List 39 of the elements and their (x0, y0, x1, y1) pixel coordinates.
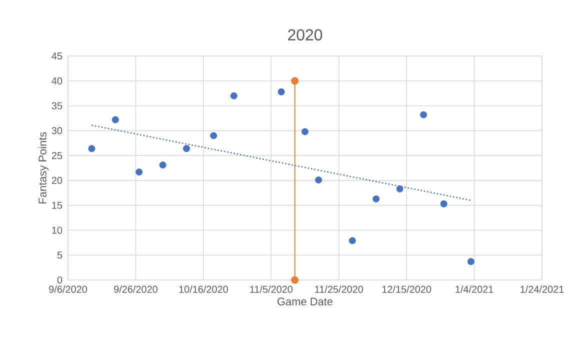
x-tick-label: 11/25/2020 (315, 286, 364, 293)
point (291, 276, 299, 284)
y-tick-label: 30 (52, 127, 62, 134)
point (302, 128, 308, 136)
point (420, 111, 427, 118)
x-tick-label: 11/5/2020 (250, 286, 293, 293)
point (291, 77, 299, 85)
x-tick-label: 1/24/2021 (520, 286, 564, 293)
x-tick-label: 12/15/2020 (382, 286, 432, 293)
y-axis-title: Fantasy Points (38, 132, 49, 204)
y-tick-label: 45 (52, 52, 62, 60)
x-tick-label: 9/6/2020 (49, 286, 88, 293)
point (440, 200, 448, 208)
point (136, 168, 143, 176)
point (159, 162, 166, 168)
point (112, 116, 119, 124)
y-tick-label: 15 (52, 202, 62, 209)
chart-title: 2020 (288, 29, 322, 41)
point (88, 145, 96, 152)
y-tick-label: 20 (52, 176, 62, 184)
x-tick-label: 1/4/2021 (456, 286, 494, 293)
point (210, 132, 218, 140)
point (467, 258, 474, 266)
x-axis-title: Game Date (278, 298, 333, 306)
point (183, 145, 190, 152)
y-tick-label: 5 (57, 252, 62, 259)
y-tick-label: 40 (52, 77, 62, 84)
point (348, 237, 356, 244)
x-tick-label: 10/16/2020 (179, 286, 228, 293)
y-tick-label: 25 (52, 152, 62, 160)
y-tick-label: 10 (52, 226, 62, 234)
point (372, 195, 380, 202)
point (396, 185, 404, 192)
y-tick-label: 35 (52, 102, 62, 110)
point (230, 92, 238, 100)
point (315, 176, 322, 184)
point (278, 88, 285, 96)
x-tick-label: 9/26/2020 (114, 286, 158, 293)
y-tick-label: 0 (57, 276, 62, 284)
